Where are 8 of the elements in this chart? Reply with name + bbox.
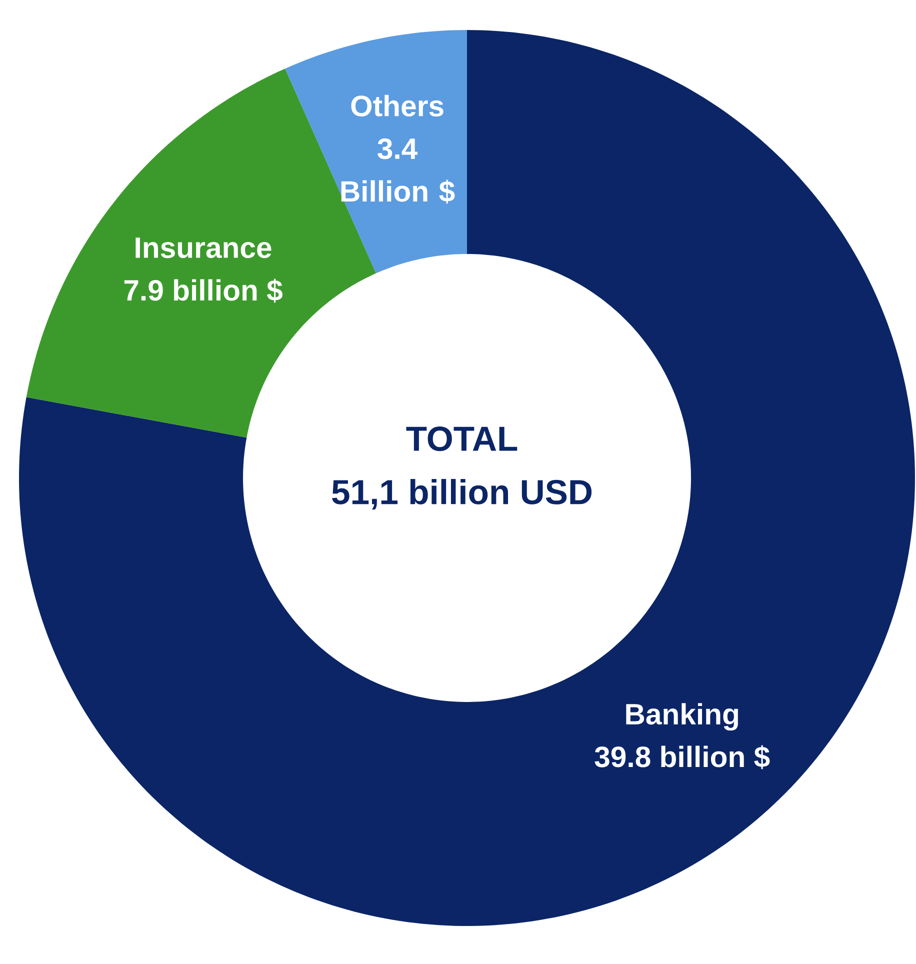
data-label: 7.9 billion $ [124, 278, 282, 303]
data-label: 3.4 Billion $ [341, 138, 455, 204]
slice-label: Others [351, 94, 444, 116]
text: 51,1 billion USD [332, 478, 592, 510]
data-label: 39.8 billion $ [594, 745, 770, 770]
slice-label: Banking [626, 703, 738, 731]
text: TOTAL [406, 426, 518, 452]
slice-label: Insurance [136, 238, 272, 258]
